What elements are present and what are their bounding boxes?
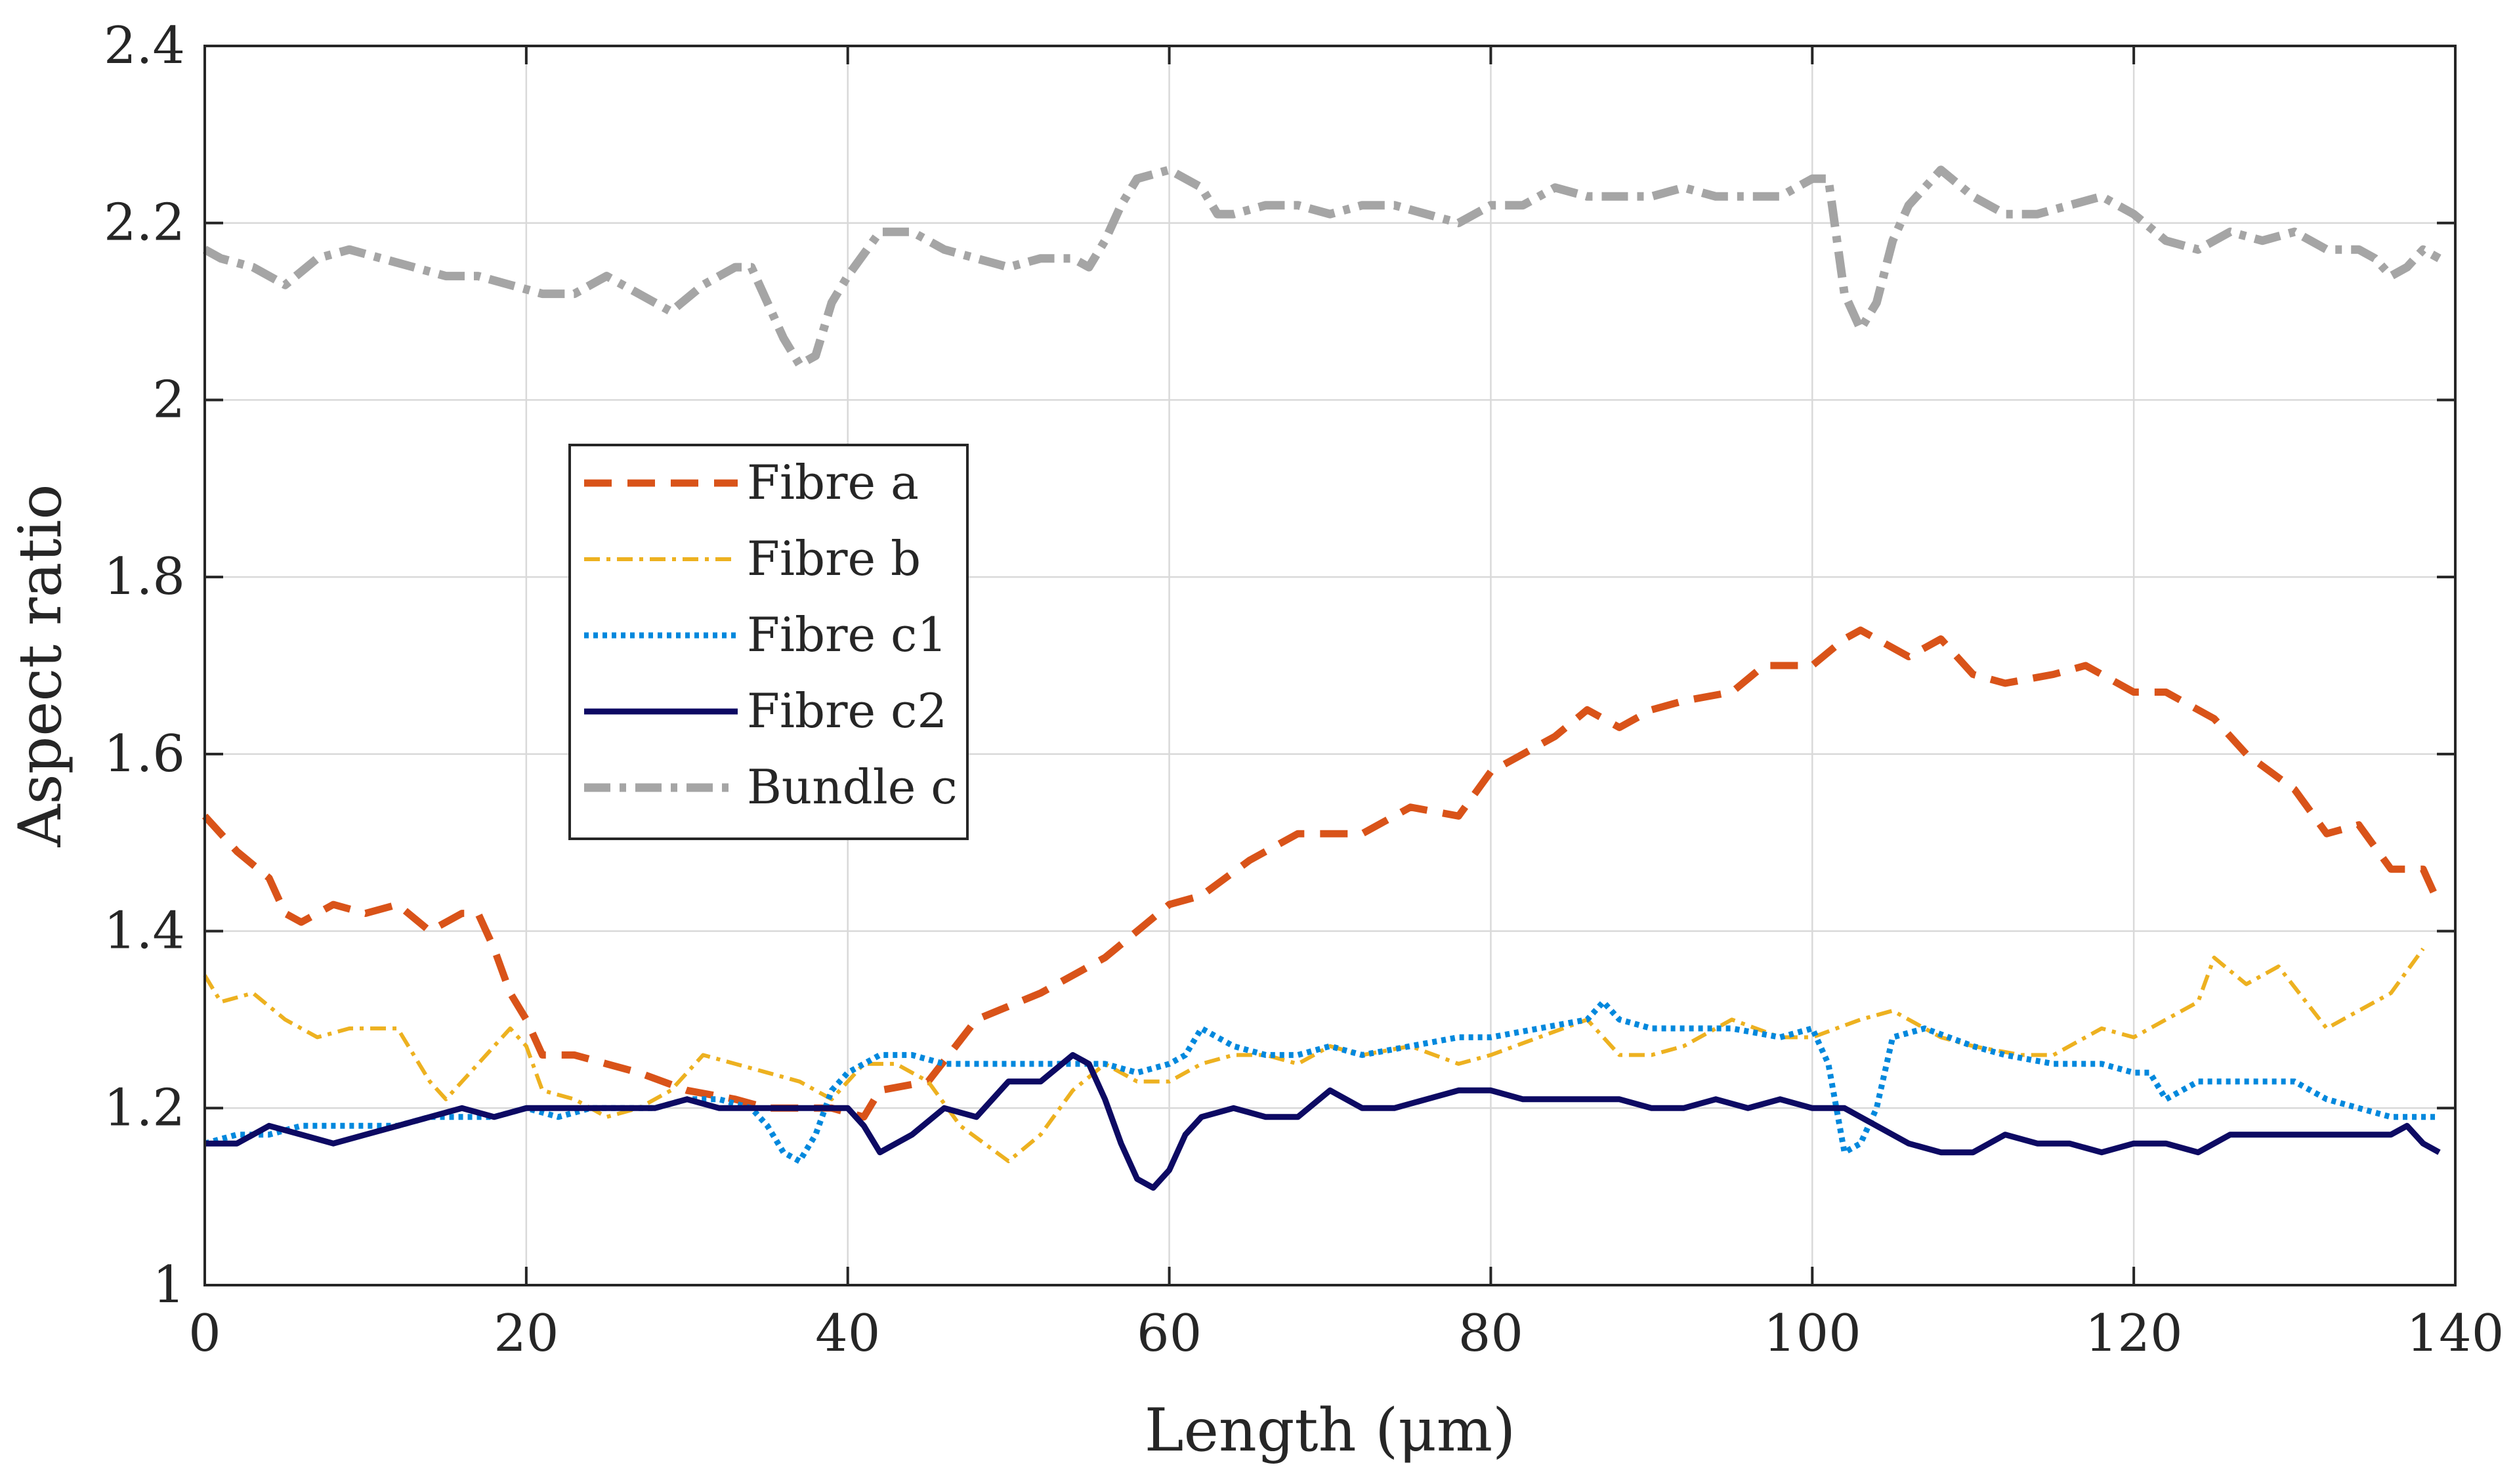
plot-frame (203, 45, 2457, 1286)
y-tick-label: 2.4 (104, 16, 185, 75)
y-axis-title: Aspect ratio (6, 484, 75, 847)
x-tick-label: 0 (188, 1304, 221, 1363)
y-tick-label: 1.4 (104, 902, 185, 961)
x-tick-label: 120 (2085, 1304, 2183, 1363)
series-line-fibre-c2 (205, 1051, 2441, 1191)
series-line-bundle-c (202, 165, 2441, 369)
x-axis-title: Length (μm) (1145, 1396, 1515, 1465)
legend-label: Fibre c2 (747, 683, 947, 738)
grid-lines (203, 45, 2457, 1286)
x-tick-label: 60 (1137, 1304, 1202, 1363)
legend: Fibre a Fibre b Fibre c1 Fibre c2 Bundle c (568, 444, 969, 840)
x-tick-label: 20 (494, 1304, 559, 1363)
legend-label: Fibre a (747, 455, 919, 510)
x-tick-label: 140 (2407, 1304, 2504, 1363)
y-tick-label: 1.2 (104, 1078, 185, 1137)
y-tick-label: 2 (152, 370, 185, 429)
y-tick-label: 1.6 (104, 725, 185, 784)
legend-label: Fibre b (747, 531, 921, 586)
legend-label: Bundle c (747, 759, 958, 815)
y-tick-label: 1 (152, 1256, 185, 1315)
y-tick-labels: 1 1.2 1.4 1.6 1.8 2 2.2 2.4 (104, 16, 185, 1315)
y-tick-label: 1.8 (104, 547, 185, 606)
series-line-fibre-b (203, 947, 2425, 1164)
legend-label: Fibre c1 (747, 607, 947, 662)
series-line-fibre-a (201, 626, 2443, 1121)
x-tick-label: 80 (1458, 1304, 1523, 1363)
legend-box (568, 444, 969, 840)
x-tick-labels: 0 20 40 60 80 100 120 140 (188, 1304, 2504, 1363)
series-lines (201, 165, 2443, 1191)
y-tick-label: 2.2 (104, 194, 185, 253)
x-tick-label: 100 (1764, 1304, 1861, 1363)
x-tick-label: 40 (815, 1304, 880, 1363)
axis-ticks (203, 45, 2457, 1286)
